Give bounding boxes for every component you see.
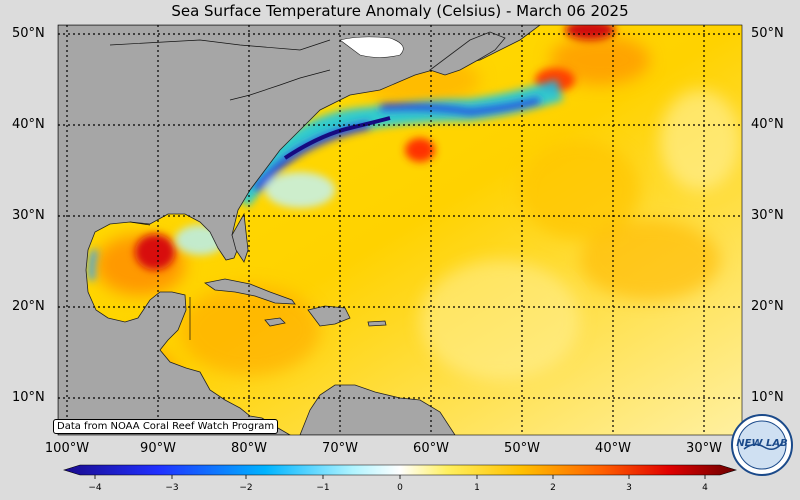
- great-lakes: [339, 36, 404, 58]
- logo-text: NEW LAB: [736, 438, 787, 449]
- jamaica-land: [264, 317, 286, 327]
- lat-label-20n-left: 20°N: [12, 299, 45, 314]
- state-borders: [109, 39, 331, 340]
- graticule: [58, 25, 742, 435]
- lon-label-60w: 60°W: [413, 441, 449, 456]
- lon-label-90w: 90°W: [140, 441, 176, 456]
- map-title: Sea Surface Temperature Anomaly (Celsius…: [171, 2, 629, 20]
- colorbar-tick-label: 4: [702, 483, 708, 493]
- map-frame: [57, 24, 743, 436]
- lon-label-50w: 50°W: [504, 441, 540, 456]
- north-america-land: [58, 25, 541, 435]
- atlantic-canada-land: [429, 31, 506, 76]
- data-credit: Data from NOAA Coral Reef Watch Program: [53, 419, 279, 434]
- florida-land: [231, 212, 249, 263]
- lat-label-30n-right: 30°N: [751, 208, 784, 223]
- lat-label-10n-right: 10°N: [751, 390, 784, 405]
- colorbar: [62, 464, 738, 476]
- colorbar-tick-label: 3: [626, 483, 632, 493]
- dark-cold-core: [283, 116, 391, 160]
- cuba-land: [204, 278, 296, 305]
- puerto-rico-land: [367, 320, 387, 327]
- lat-label-50n-right: 50°N: [751, 26, 784, 41]
- lat-label-40n-left: 40°N: [12, 117, 45, 132]
- lat-label-20n-right: 20°N: [751, 299, 784, 314]
- lon-label-40w: 40°W: [595, 441, 631, 456]
- lon-label-100w: 100°W: [44, 441, 90, 456]
- colorbar-tick-label: 0: [397, 483, 403, 493]
- colorbar-ticks: [94, 475, 706, 479]
- colorbar-tick-label: −3: [165, 483, 179, 493]
- lon-label-30w: 30°W: [686, 441, 722, 456]
- colorbar-tick-label: −1: [316, 483, 330, 493]
- lat-label-50n-left: 50°N: [12, 26, 45, 41]
- lat-label-10n-left: 10°N: [12, 390, 45, 405]
- colorbar-tick-label: −2: [239, 483, 253, 493]
- colorbar-tick-label: 1: [474, 483, 480, 493]
- colorbar-tick-label: 2: [550, 483, 556, 493]
- colorbar-tick-label: −4: [88, 483, 102, 493]
- lon-label-70w: 70°W: [322, 441, 358, 456]
- lat-label-40n-right: 40°N: [751, 117, 784, 132]
- lat-label-30n-left: 30°N: [12, 208, 45, 223]
- lon-label-80w: 80°W: [231, 441, 267, 456]
- lab-logo: NEW LAB: [731, 414, 793, 476]
